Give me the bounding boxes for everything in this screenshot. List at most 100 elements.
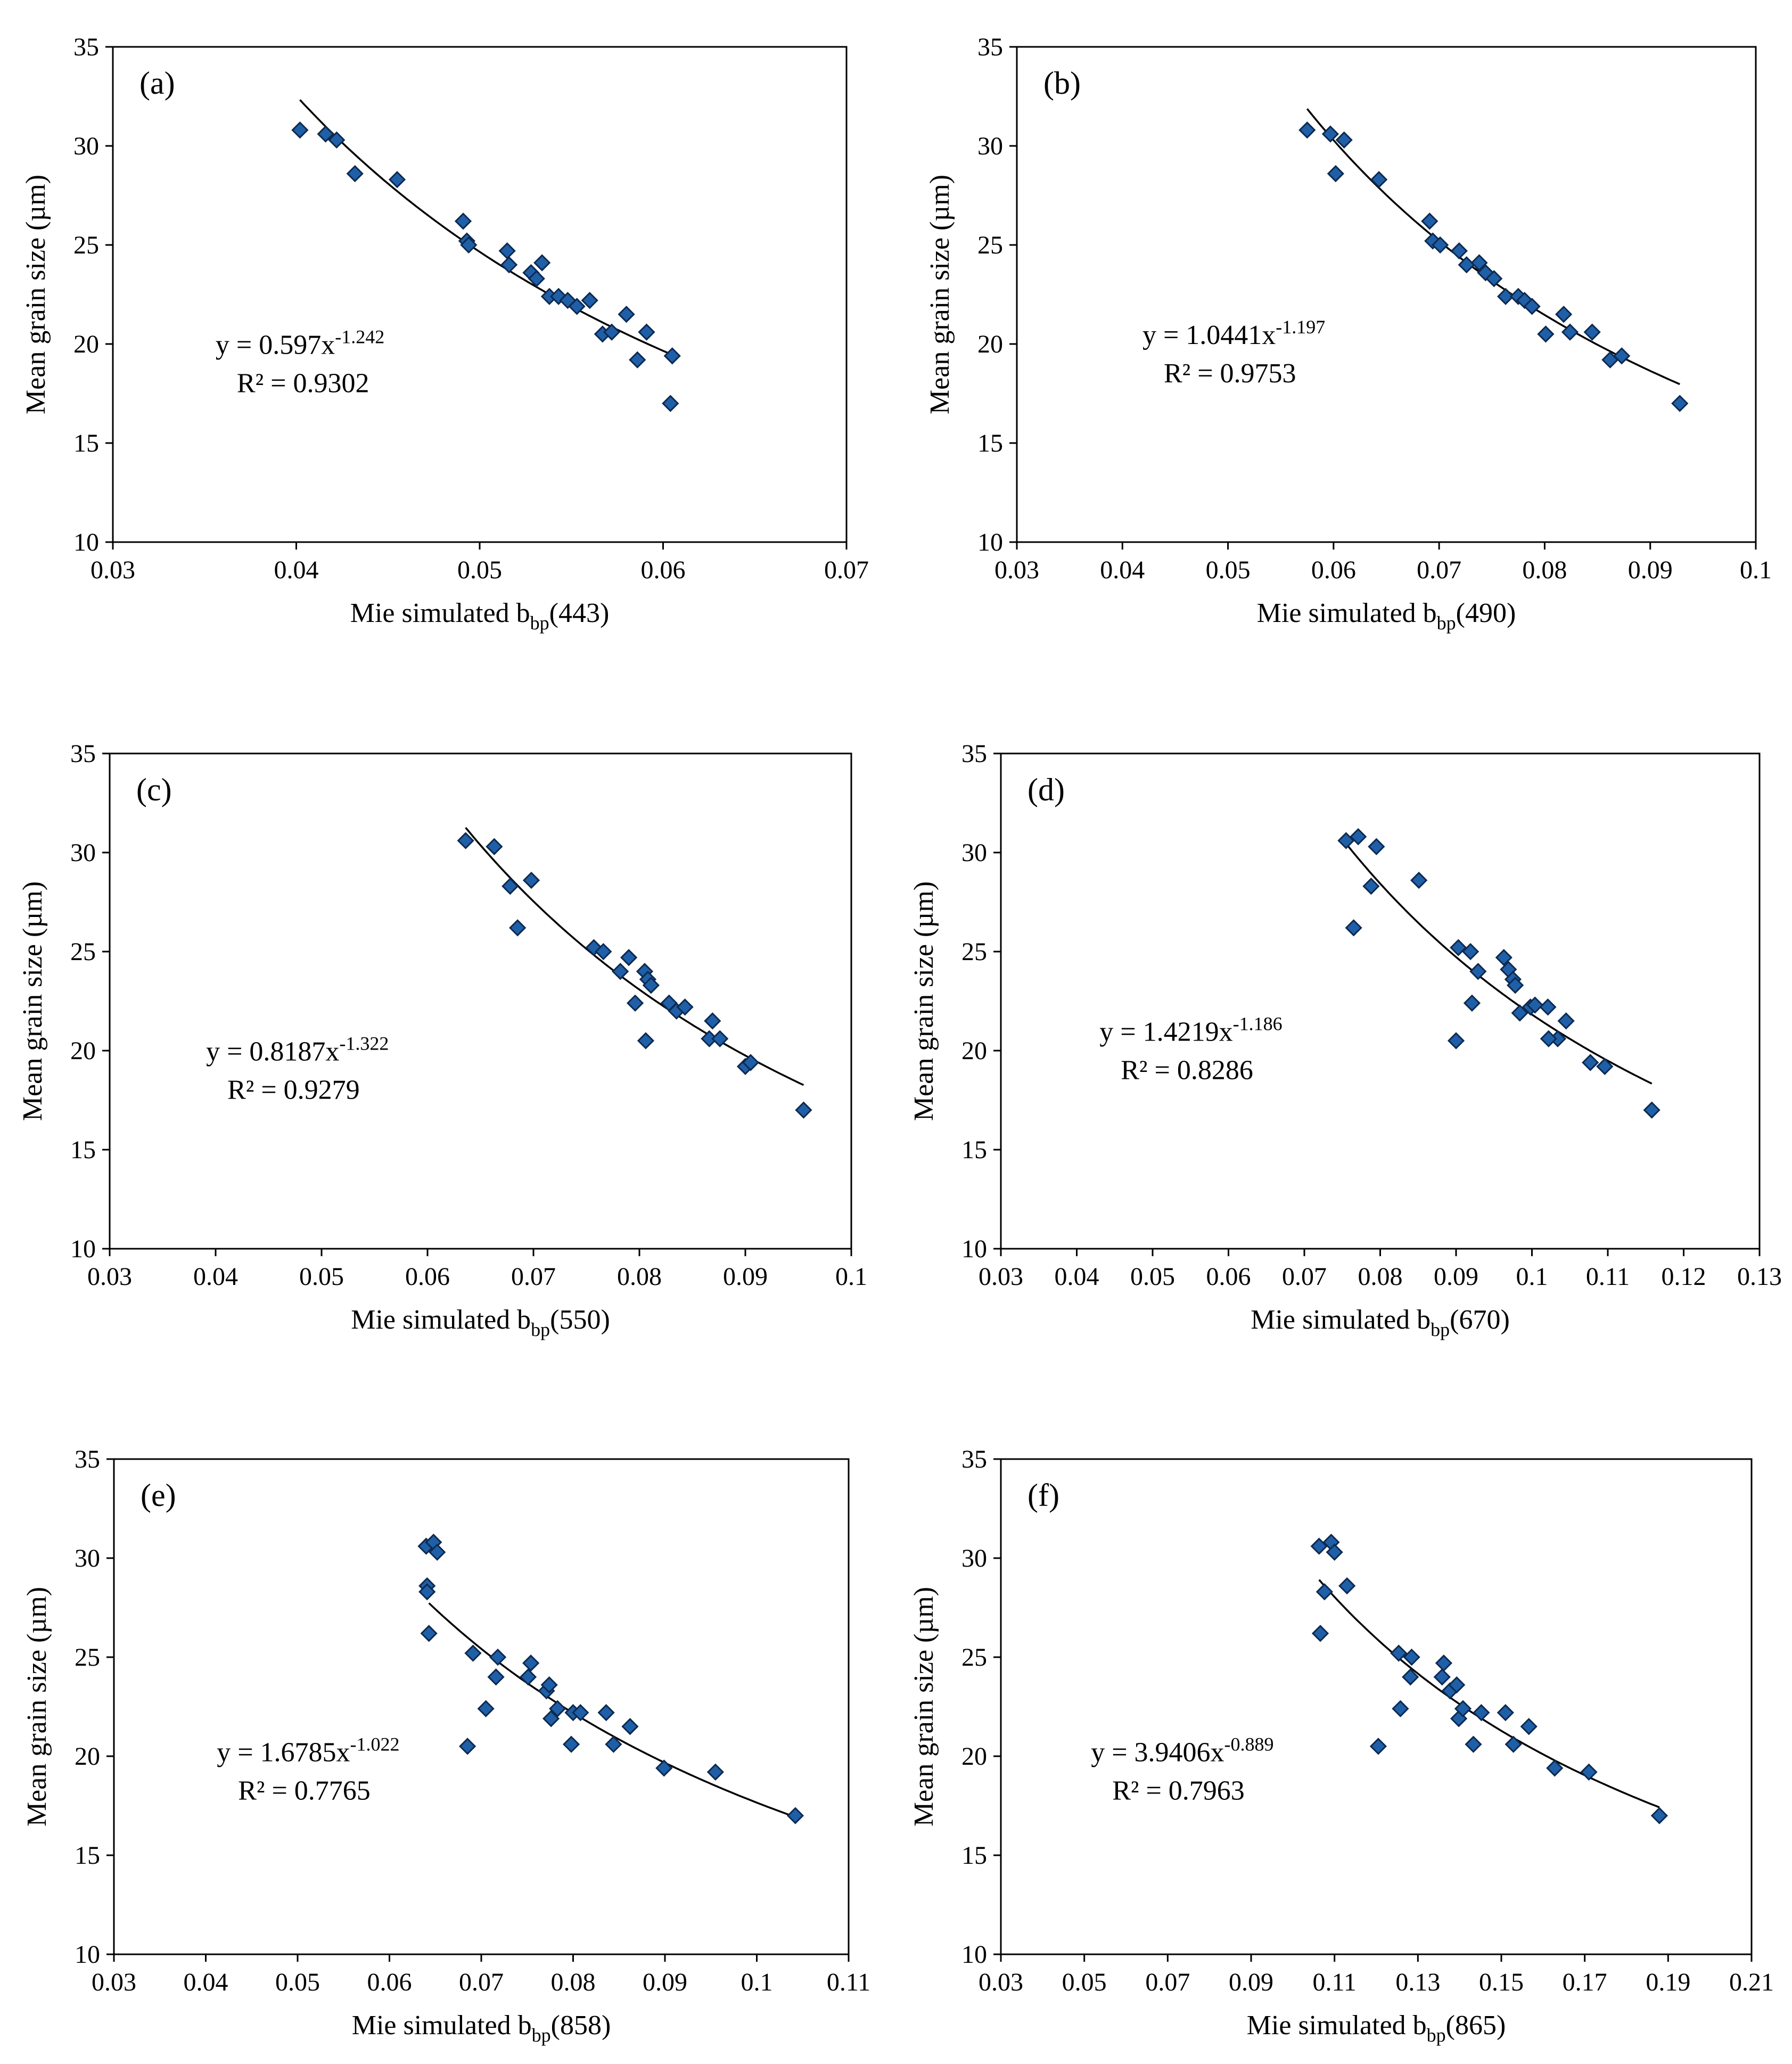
data-point bbox=[711, 1030, 729, 1047]
plot-frame bbox=[1000, 752, 1761, 1250]
data-point bbox=[1369, 1738, 1387, 1755]
y-tick-label: 30 bbox=[961, 839, 987, 867]
x-tick-label: 0.08 bbox=[1522, 556, 1567, 584]
chart-panel-4: 10 15 20 25 30 35 0.03 0.04 0.05 0.06 0.07 0.08 0.09… bbox=[909, 740, 1782, 1340]
data-point bbox=[1537, 325, 1555, 343]
data-point bbox=[1507, 977, 1524, 994]
data-point bbox=[460, 236, 478, 254]
data-point bbox=[1432, 236, 1449, 254]
y-axis-title: Mean grain size (µm) bbox=[21, 175, 51, 414]
panel-label: (a) bbox=[139, 65, 175, 101]
x-tick-label: 0.06 bbox=[1311, 556, 1356, 584]
data-point bbox=[626, 994, 644, 1012]
x-tick-label: 0.05 bbox=[457, 556, 502, 584]
x-tick-label: 0.07 bbox=[824, 556, 869, 584]
data-point bbox=[655, 1759, 673, 1777]
data-point bbox=[663, 347, 681, 365]
data-point bbox=[1450, 939, 1467, 956]
y-tick-label: 30 bbox=[961, 1544, 987, 1572]
x-tick-label: 0.11 bbox=[1313, 1968, 1357, 1996]
data-point bbox=[1465, 1735, 1482, 1753]
x-tick-label: 0.11 bbox=[1586, 1263, 1630, 1291]
y-tick-label: 20 bbox=[961, 1742, 987, 1771]
plot-frame bbox=[109, 752, 852, 1250]
data-point bbox=[1362, 878, 1380, 895]
panel-label: (f) bbox=[1027, 1478, 1059, 1513]
r-squared-label: R² = 0.7765 bbox=[238, 1775, 371, 1806]
y-tick-label: 15 bbox=[961, 1136, 987, 1164]
trendline-power bbox=[465, 827, 804, 1086]
data-point bbox=[1337, 832, 1355, 849]
x-axis-title: Mie simulated bbp(550) bbox=[351, 1305, 610, 1340]
data-point bbox=[459, 1738, 476, 1755]
chart-panel-3: 10 15 20 25 30 35 0.03 0.04 0.05 0.06 0.07 0.08 0.09… bbox=[18, 740, 867, 1340]
x-tick-label: 0.06 bbox=[367, 1968, 412, 1996]
trendline-power bbox=[428, 1602, 796, 1818]
data-point bbox=[1546, 1759, 1564, 1777]
x-tick-label: 0.07 bbox=[511, 1263, 556, 1291]
data-point bbox=[1485, 270, 1503, 288]
data-point bbox=[1495, 949, 1512, 967]
data-point bbox=[502, 878, 519, 895]
trendline-equation: y = 1.4219x-1.186 bbox=[1099, 1013, 1282, 1047]
r-squared-label: R² = 0.9302 bbox=[237, 368, 369, 399]
x-axis-title: Mie simulated bbp(865) bbox=[1247, 2010, 1506, 2046]
chart-panel-6: 10 15 20 25 30 35 0.03 0.05 0.07 0.09 0.11 0.13 0.15… bbox=[909, 1445, 1774, 2046]
data-point bbox=[1370, 171, 1388, 189]
x-tick-label: 0.09 bbox=[723, 1263, 768, 1291]
data-point bbox=[1368, 838, 1385, 855]
x-tick-label: 0.04 bbox=[1100, 556, 1145, 584]
data-point bbox=[1326, 1543, 1343, 1561]
data-point bbox=[1650, 1807, 1668, 1824]
y-tick-label: 25 bbox=[73, 231, 99, 259]
x-tick-label: 0.17 bbox=[1563, 1968, 1607, 1996]
y-tick-label: 20 bbox=[73, 330, 99, 358]
data-point bbox=[1298, 121, 1316, 139]
data-point bbox=[1447, 1032, 1465, 1050]
x-tick-label: 0.12 bbox=[1662, 1263, 1706, 1291]
trendline-power bbox=[1318, 1579, 1660, 1808]
x-tick-label: 0.03 bbox=[87, 1263, 132, 1291]
y-tick-label: 35 bbox=[977, 33, 1003, 61]
data-point bbox=[291, 121, 309, 139]
data-point bbox=[1448, 1676, 1466, 1694]
data-point bbox=[429, 1543, 446, 1561]
y-axis-title: Mean grain size (µm) bbox=[18, 881, 48, 1121]
r-squared-label: R² = 0.9279 bbox=[227, 1075, 360, 1105]
y-tick-label: 20 bbox=[70, 1037, 96, 1065]
data-point bbox=[418, 1583, 436, 1601]
trendline-power bbox=[1306, 108, 1680, 386]
data-point bbox=[486, 838, 503, 855]
data-point bbox=[562, 1735, 580, 1753]
data-point bbox=[1435, 1655, 1453, 1672]
data-point bbox=[1421, 212, 1438, 230]
r-squared-label: R² = 0.9753 bbox=[1164, 358, 1296, 389]
data-point bbox=[676, 998, 694, 1016]
data-point bbox=[629, 351, 646, 368]
y-axis-title: Mean grain size (µm) bbox=[22, 1587, 52, 1827]
data-point bbox=[605, 1735, 622, 1753]
x-tick-label: 0.07 bbox=[1145, 1968, 1190, 1996]
chart-panel-2: 10 15 20 25 30 35 0.03 0.04 0.05 0.06 0.07 0.08 0.09… bbox=[925, 33, 1772, 634]
x-tick-label: 0.04 bbox=[1055, 1263, 1099, 1291]
data-point bbox=[612, 963, 629, 980]
data-point bbox=[706, 1763, 724, 1781]
y-tick-label: 25 bbox=[75, 1643, 100, 1672]
data-point bbox=[1523, 298, 1541, 315]
data-point bbox=[1582, 1054, 1599, 1071]
data-point bbox=[346, 165, 364, 183]
y-tick-label: 10 bbox=[75, 1940, 100, 1969]
data-point bbox=[1497, 288, 1515, 305]
y-tick-label: 30 bbox=[70, 839, 96, 867]
data-point bbox=[1613, 347, 1631, 365]
x-tick-label: 0.08 bbox=[1358, 1263, 1403, 1291]
data-point bbox=[1555, 306, 1573, 323]
y-tick-label: 10 bbox=[73, 528, 99, 556]
data-point bbox=[1390, 1644, 1408, 1662]
trendline-power bbox=[299, 99, 673, 356]
data-point bbox=[542, 1710, 560, 1727]
trendline-equation: y = 3.9406x-0.889 bbox=[1091, 1733, 1273, 1767]
data-point bbox=[1350, 828, 1367, 846]
x-tick-label: 0.03 bbox=[979, 1263, 1023, 1291]
panel-label: (e) bbox=[141, 1478, 176, 1513]
